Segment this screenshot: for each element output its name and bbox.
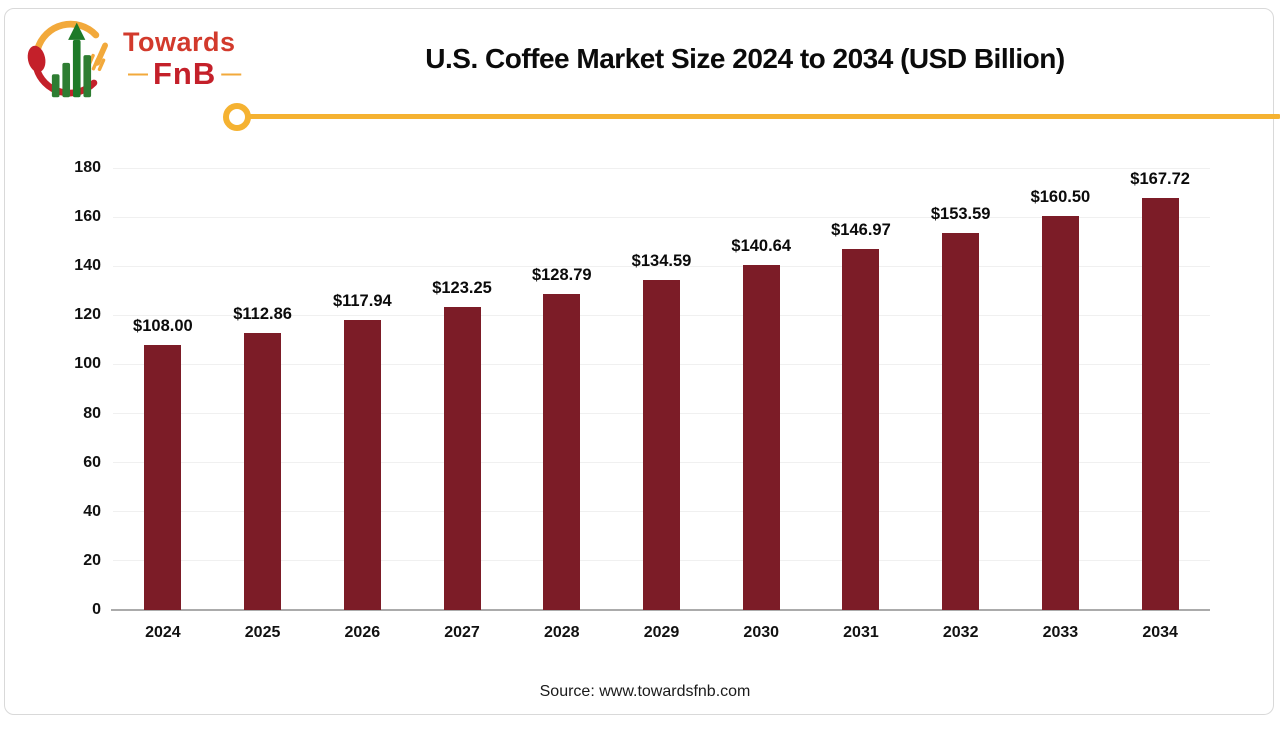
- logo-text: Towards — FnB —: [123, 27, 246, 91]
- bar-value-label: $140.64: [731, 236, 792, 255]
- divider-circle-icon: [223, 103, 251, 131]
- bar-value-label: $128.79: [531, 265, 592, 284]
- logo-fnb-label: FnB: [153, 56, 217, 91]
- bar-2029: [643, 279, 680, 610]
- y-axis-tick-label: 180: [74, 159, 101, 176]
- bar-2031: [842, 249, 880, 610]
- logo-dash-left: —: [128, 62, 148, 85]
- x-axis-tick-label: 2032: [942, 624, 979, 641]
- bar-value-label: $153.59: [930, 204, 991, 223]
- y-axis-tick-label: 80: [83, 404, 101, 422]
- y-axis-tick-label: 120: [74, 306, 101, 324]
- bar-2025: [244, 332, 282, 610]
- logo-towards-label: Towards: [123, 27, 236, 57]
- bar-2033: [1041, 215, 1079, 610]
- x-axis-line: [111, 609, 1210, 611]
- x-axis-tick-label: 2030: [743, 624, 780, 641]
- bar-value-label: $167.72: [1130, 170, 1190, 189]
- y-axis-tick-label: 160: [74, 208, 101, 226]
- y-axis-tick-label: 40: [83, 502, 101, 520]
- logo: Towards — FnB —: [23, 13, 243, 105]
- bar-2028: [543, 293, 581, 610]
- x-axis-tick-label: 2026: [344, 624, 381, 641]
- x-axis-tick-label: 2031: [843, 624, 879, 641]
- bar-value-label: $117.94: [332, 292, 392, 311]
- x-axis-tick-label: 2029: [643, 624, 680, 641]
- bar-value-label: $160.50: [1030, 187, 1091, 206]
- bar-2032: [942, 232, 980, 610]
- bar-value-label: $146.97: [831, 221, 891, 240]
- y-axis-tick-label: 60: [83, 453, 101, 471]
- bar-chart: $108.00 $112.86 $117.94 $123.25 $128.79 $134.…: [5, 9, 1280, 729]
- x-axis-tick-label: 2025: [244, 624, 281, 641]
- x-axis-tick-label: 2028: [543, 624, 580, 641]
- gridline: [113, 216, 1210, 218]
- towards-fnb-logo-icon: [27, 20, 108, 98]
- y-axis-tick-label: 140: [74, 257, 101, 275]
- y-axis-tick-label: 20: [83, 551, 101, 569]
- x-axis-tick-label: 2027: [444, 624, 480, 641]
- x-axis-tick-label: 2034: [1142, 624, 1178, 641]
- plot-area: $108.00 $112.86 $117.94 $123.25 $128.79 $134.…: [111, 167, 1210, 611]
- y-axis-tick-label: 100: [74, 355, 101, 373]
- x-axis-tick-label: 2033: [1042, 624, 1079, 641]
- y-axis-tick-label: 0: [92, 601, 101, 618]
- bar-2026: [343, 320, 381, 610]
- logo-dash-right: —: [221, 62, 242, 85]
- chart-title: U.S. Coffee Market Size 2024 to 2034 (US…: [425, 43, 1065, 74]
- bar-2027: [443, 307, 481, 610]
- bar-value-label: $112.86: [233, 304, 292, 323]
- gridline: [113, 167, 1210, 169]
- bar-2024: [144, 344, 182, 610]
- bar-value-label: $123.25: [432, 279, 492, 298]
- source-text: Source: www.towardsfnb.com: [539, 683, 751, 700]
- slide: Towards — FnB — U.S. Coffee Market Size …: [4, 8, 1280, 715]
- bar-2030: [742, 264, 780, 610]
- divider-line: [245, 114, 1280, 119]
- gridline: [113, 265, 1210, 267]
- bar-value-label: $108.00: [133, 316, 193, 335]
- x-axis-tick-label: 2024: [145, 624, 181, 641]
- bar-2034: [1141, 198, 1179, 610]
- bar-value-label: $134.59: [631, 251, 692, 270]
